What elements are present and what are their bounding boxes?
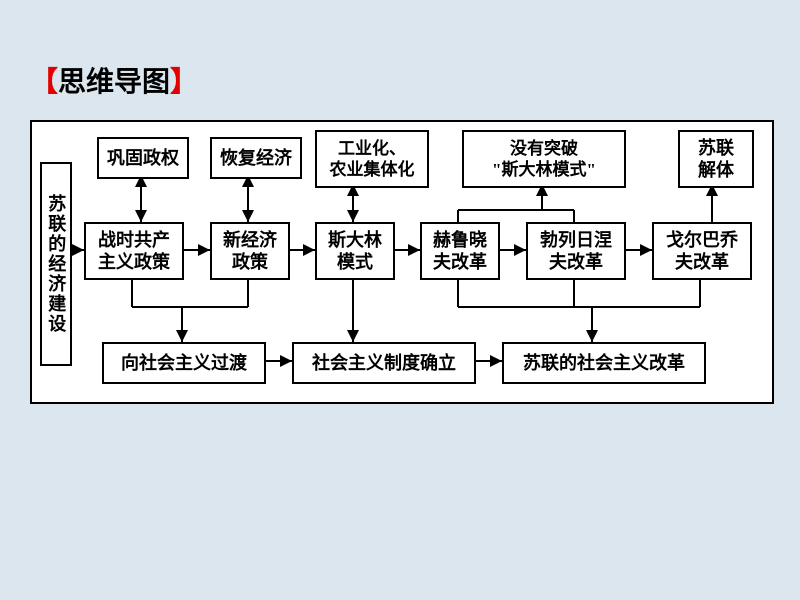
node-top2: 恢复经济 xyxy=(210,137,302,179)
node-root: 苏联的经济建设 xyxy=(40,162,72,366)
node-bot2: 社会主义制度确立 xyxy=(292,342,476,384)
node-bot1: 向社会主义过渡 xyxy=(102,342,266,384)
page-title: 【思维导图】 xyxy=(30,60,770,100)
title-text: 思维导图 xyxy=(58,67,170,98)
node-mid5: 勃列日涅夫改革 xyxy=(526,222,626,280)
node-bot3: 苏联的社会主义改革 xyxy=(502,342,706,384)
node-mid6: 戈尔巴乔夫改革 xyxy=(652,222,752,280)
node-mid1: 战时共产主义政策 xyxy=(84,222,184,280)
title-close-bracket: 】 xyxy=(170,67,198,98)
node-top5: 苏联解体 xyxy=(678,130,754,188)
node-top3: 工业化、农业集体化 xyxy=(315,130,429,188)
node-top4: 没有突破"斯大林模式" xyxy=(462,130,626,188)
node-mid4: 赫鲁晓夫改革 xyxy=(420,222,500,280)
title-open-bracket: 【 xyxy=(30,67,58,98)
flowchart: 苏联的经济建设巩固政权恢复经济工业化、农业集体化没有突破"斯大林模式" 苏联解体战… xyxy=(30,120,774,404)
node-mid3: 斯大林模式 xyxy=(315,222,395,280)
node-top1: 巩固政权 xyxy=(97,137,189,179)
node-mid2: 新经济政策 xyxy=(210,222,290,280)
